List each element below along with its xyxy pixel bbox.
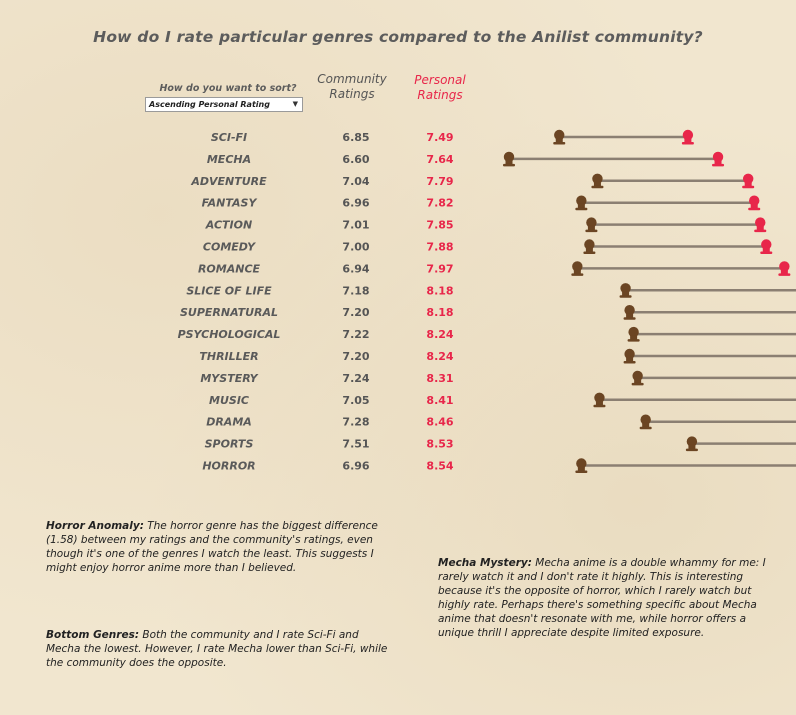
personal-rating-label: 8.54: [426, 460, 453, 473]
genre-label: MECHA: [207, 153, 251, 166]
community-rating-label: 7.51: [342, 438, 369, 451]
personal-rating-marker: [742, 173, 755, 189]
genre-label: HORROR: [202, 460, 255, 473]
community-rating-label: 7.04: [342, 175, 369, 188]
genre-label: ACTION: [205, 219, 252, 232]
community-rating-marker: [575, 458, 588, 473]
note-mecha-mystery: Mecha Mystery: Mecha anime is a double w…: [438, 556, 783, 640]
personal-rating-label: 8.46: [426, 416, 453, 429]
personal-rating-marker: [712, 151, 725, 167]
community-header-line2: Ratings: [329, 87, 375, 101]
community-rating-label: 7.20: [342, 350, 369, 363]
personal-rating-marker: [760, 239, 773, 254]
sort-selected-value: Ascending Personal Rating: [149, 100, 270, 109]
genre-label: THRILLER: [199, 350, 258, 363]
sort-label: How do you want to sort?: [159, 83, 297, 94]
community-rating-label: 7.05: [342, 394, 369, 407]
personal-rating-label: 8.41: [426, 394, 453, 407]
personal-rating-label: 8.18: [426, 284, 453, 297]
note-bottom-heading: Bottom Genres:: [46, 629, 140, 641]
genre-label: ROMANCE: [198, 262, 261, 275]
genre-label: PSYCHOLOGICAL: [178, 328, 281, 341]
personal-rating-marker: [778, 261, 791, 276]
personal-ratings-header: Personal Ratings: [400, 73, 480, 103]
personal-rating-label: 8.31: [426, 372, 453, 385]
community-rating-marker: [623, 305, 636, 320]
note-horror-heading: Horror Anomaly:: [46, 520, 144, 532]
chart-title: How do I rate particular genres compared…: [93, 28, 703, 46]
genre-label: FANTASY: [202, 197, 258, 210]
personal-header-line2: Ratings: [417, 88, 463, 102]
personal-rating-marker: [748, 195, 761, 211]
community-rating-marker: [593, 392, 606, 408]
community-rating-label: 6.85: [342, 131, 369, 144]
personal-rating-label: 7.79: [426, 175, 453, 188]
community-rating-marker: [627, 326, 640, 342]
community-rating-label: 7.22: [342, 328, 369, 341]
community-rating-marker: [553, 129, 566, 145]
note-horror-anomaly: Horror Anomaly: The horror genre has the…: [46, 519, 391, 575]
community-rating-marker: [575, 195, 588, 211]
note-mecha-text: Mecha anime is a double whammy for me: I…: [438, 557, 766, 639]
personal-rating-marker: [754, 217, 767, 233]
genre-label: SLICE OF LIFE: [186, 284, 272, 297]
chevron-down-icon[interactable]: ▼: [292, 100, 298, 108]
note-bottom-genres: Bottom Genres: Both the community and I …: [46, 628, 391, 670]
community-rating-label: 7.01: [342, 219, 369, 232]
genre-label: ADVENTURE: [190, 175, 267, 188]
genre-label: SCI-FI: [211, 131, 247, 144]
community-rating-marker: [585, 217, 598, 233]
community-ratings-header: Community Ratings: [312, 72, 392, 102]
genre-label: SPORTS: [205, 438, 254, 451]
personal-rating-label: 7.97: [426, 262, 453, 275]
community-rating-label: 6.96: [342, 197, 369, 210]
genre-label: MUSIC: [209, 394, 249, 407]
personal-rating-label: 8.18: [426, 306, 453, 319]
community-rating-label: 6.94: [342, 262, 369, 275]
genre-label: MYSTERY: [200, 372, 258, 385]
personal-rating-label: 7.64: [426, 153, 453, 166]
personal-rating-label: 8.24: [426, 350, 453, 363]
genre-label: SUPERNATURAL: [180, 306, 278, 319]
community-rating-label: 6.60: [342, 153, 369, 166]
personal-rating-label: 7.88: [426, 241, 453, 254]
community-rating-marker: [685, 436, 698, 452]
personal-rating-marker: [681, 129, 694, 145]
community-rating-marker: [623, 348, 636, 364]
community-rating-marker: [583, 239, 596, 254]
community-header-line1: Community: [317, 72, 387, 86]
genre-label: COMEDY: [203, 241, 256, 254]
community-rating-label: 7.24: [342, 372, 369, 385]
personal-header-line1: Personal: [414, 73, 466, 87]
note-horror-text: The horror genre has the biggest differe…: [46, 520, 378, 574]
genre-label: DRAMA: [206, 416, 252, 429]
personal-rating-label: 7.85: [426, 219, 453, 232]
community-rating-label: 7.20: [342, 306, 369, 319]
community-rating-marker: [619, 283, 632, 298]
community-rating-label: 7.28: [342, 416, 369, 429]
community-rating-marker: [503, 151, 515, 167]
community-rating-label: 7.18: [342, 284, 369, 297]
personal-rating-label: 7.82: [426, 197, 453, 210]
community-rating-marker: [631, 370, 644, 386]
community-rating-label: 6.96: [342, 460, 369, 473]
note-mecha-heading: Mecha Mystery:: [438, 557, 532, 569]
community-rating-label: 7.00: [342, 241, 369, 254]
community-rating-marker: [639, 414, 652, 430]
personal-rating-label: 8.53: [426, 438, 453, 451]
personal-rating-label: 7.49: [426, 131, 453, 144]
community-rating-marker: [571, 261, 584, 276]
personal-rating-label: 8.24: [426, 328, 453, 341]
note-bottom-text: Both the community and I rate Sci-Fi and…: [46, 629, 388, 669]
community-rating-marker: [591, 173, 604, 189]
sort-dropdown[interactable]: Ascending Personal Rating ▼: [145, 97, 303, 112]
